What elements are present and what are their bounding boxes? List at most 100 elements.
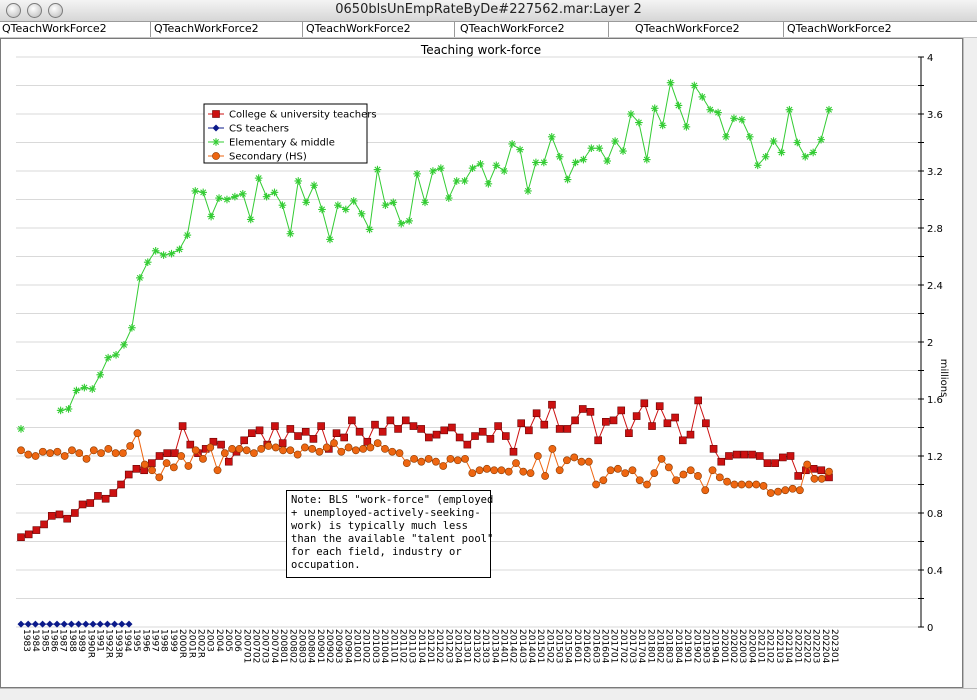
data-point-circle [570,453,579,462]
close-window-button[interactable] [6,3,21,18]
data-point-asterisk [769,137,778,145]
data-point-circle [46,449,55,458]
data-point-square [763,459,772,467]
data-point-circle [592,480,600,489]
data-point-square [294,432,302,440]
data-point-circle [533,452,542,460]
data-point-asterisk [452,177,461,185]
data-point-square [509,447,518,456]
x-tick-label: 1983 [21,629,31,652]
series-cs-teachers [17,620,133,628]
data-point-square [117,480,125,489]
data-point-circle [31,452,40,460]
data-point-asterisk [278,201,287,209]
horizontal-scrollbar[interactable] [0,688,977,700]
data-point-circle [737,480,746,489]
x-tick-label: 201201 [425,629,435,663]
data-point-square [278,439,287,447]
data-point-circle [650,469,659,477]
data-point-circle [548,444,557,453]
data-point-circle [482,464,491,473]
data-point-square [617,406,626,415]
data-point-circle [628,466,637,475]
data-point-square [248,429,256,438]
data-point-asterisk [761,152,770,161]
x-tick-label: 201001 [352,629,362,663]
data-point-square [725,452,733,460]
tab-qteachworkforce2[interactable]: QTeachWorkForce2 [152,22,303,37]
data-point-square [717,457,726,466]
zoom-window-button[interactable] [48,3,63,18]
data-point-circle [468,469,477,477]
data-point-circle [82,454,91,463]
x-tick-label: 1988 [67,629,77,652]
x-tick-label: 201004 [379,629,389,664]
data-point-diamond [39,620,47,628]
minimize-window-button[interactable] [27,3,42,18]
data-point-square [771,459,779,467]
data-point-asterisk [231,192,239,201]
data-point-square [809,465,818,473]
x-tick-label: 201102 [397,629,407,663]
tab-qteachworkforce2[interactable]: QTeachWorkForce2 [304,22,455,37]
x-tick-label: 202203 [811,629,821,663]
data-point-asterisk [183,231,192,239]
tab-qteachworkforce2[interactable]: QTeachWorkForce2 [458,22,609,37]
x-tick-label: 1984 [30,629,40,652]
data-point-circle [490,466,499,475]
data-point-circle [810,474,819,483]
data-point-circle [126,442,135,450]
data-point-asterisk [690,81,699,90]
tab-qteachworkforce2[interactable]: QTeachWorkForce2 [787,22,892,35]
tab-qteachworkforce2[interactable]: QTeachWorkForce2 [633,22,784,37]
data-point-square [101,494,110,503]
x-tick-label: 201802 [655,629,665,663]
data-point-asterisk [555,152,564,161]
data-point-asterisk [817,135,825,144]
data-point-asterisk [698,93,707,101]
data-point-asterisk [524,187,532,195]
data-point-diamond [75,620,83,628]
data-point-circle [774,487,782,496]
legend-box [203,103,368,164]
data-point-square [602,417,610,426]
data-point-asterisk [611,137,619,145]
x-tick-label: 201803 [664,629,674,663]
y-tick-label: 1.6 [927,395,943,406]
y-tick-label: 2.8 [927,224,943,235]
data-point-circle [752,480,761,489]
data-point-square [625,429,633,438]
data-point-circle [402,459,411,468]
x-tick-label: 1997 [150,629,160,652]
vertical-scrollbar[interactable] [963,38,977,688]
data-point-circle [512,459,520,468]
data-point-asterisk [175,245,184,254]
data-point-square [794,472,803,480]
data-point-circle [213,466,222,475]
gridlines [16,56,921,628]
data-point-circle [228,444,236,453]
data-point-asterisk [635,118,643,127]
tab-qteachworkforce2[interactable]: QTeachWorkForce2 [0,22,151,37]
data-point-circle [664,463,673,472]
data-point-square [563,425,572,433]
data-point-diamond [125,620,133,628]
data-point-circle [308,444,317,453]
x-tick-label: 200704 [269,629,279,664]
x-tick-label: 201002 [361,629,371,663]
data-point-asterisk [500,167,509,175]
data-point-square [440,426,449,435]
data-point-asterisk [738,115,746,124]
data-point-square [748,450,756,459]
data-point-asterisk [674,101,683,110]
data-point-circle [97,449,105,458]
data-point-square [348,416,356,425]
x-tick-label: 201701 [609,629,619,663]
data-point-asterisk [429,167,437,175]
legend-entry: Secondary (HS) [229,152,307,163]
data-point-circle [111,449,120,458]
data-point-circle [75,449,84,458]
data-point-circle [795,486,804,495]
data-point-circle [424,454,433,463]
x-tick-label: 201903 [700,629,710,663]
